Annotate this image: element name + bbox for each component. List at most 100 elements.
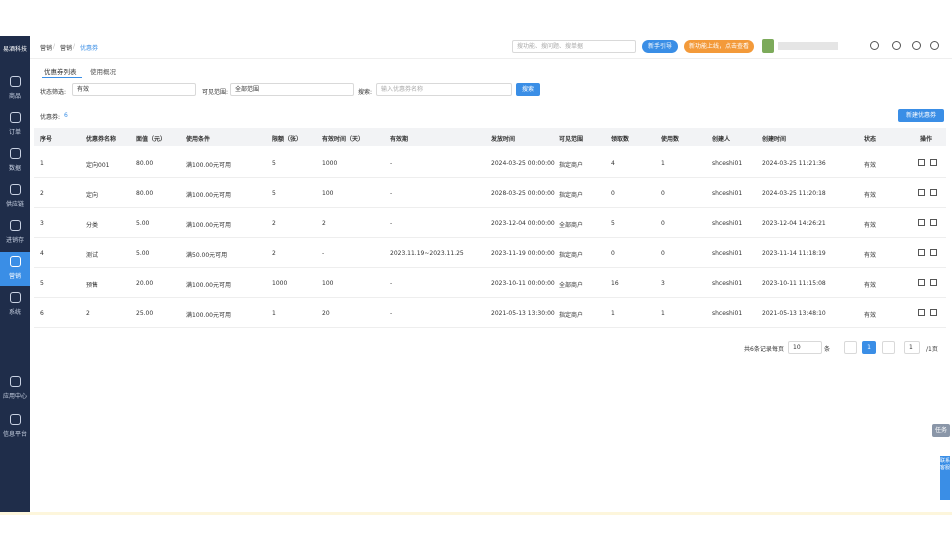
table-cell: 分类 bbox=[86, 222, 99, 229]
table-cell: - bbox=[322, 250, 325, 257]
table-cell: 2 bbox=[272, 220, 276, 227]
search-input[interactable]: 搜功能、搜问题、搜单据 bbox=[512, 40, 636, 53]
table-header: 操作 bbox=[920, 136, 933, 143]
table-cell: 指定商户 bbox=[559, 312, 584, 319]
table-row bbox=[34, 148, 946, 178]
per-page-select[interactable]: 10 bbox=[788, 341, 822, 354]
avatar bbox=[762, 39, 774, 53]
header-icon[interactable] bbox=[912, 41, 921, 50]
tab-underline bbox=[42, 77, 82, 78]
prev-button[interactable] bbox=[844, 341, 857, 354]
table-cell: 0 bbox=[611, 190, 615, 197]
table-header: 使用数 bbox=[661, 136, 680, 143]
menu-item[interactable]: 供应链 bbox=[0, 180, 30, 210]
table-header: 使用条件 bbox=[186, 136, 211, 143]
next-button[interactable] bbox=[882, 341, 895, 354]
table-cell: 100 bbox=[322, 190, 334, 197]
name-input[interactable]: 输入优惠券名称 bbox=[376, 83, 512, 96]
edit-icon[interactable] bbox=[918, 249, 925, 256]
menu-item[interactable]: 数据 bbox=[0, 144, 30, 174]
menu-item[interactable]: 信息平台 bbox=[0, 410, 30, 440]
table-cell: 2023-10-11 11:15:08 bbox=[762, 280, 826, 287]
menu-label: 供应链 bbox=[5, 201, 24, 208]
copy-icon[interactable] bbox=[930, 219, 937, 226]
copy-icon[interactable] bbox=[930, 309, 937, 316]
bottom-strip bbox=[0, 512, 952, 515]
copy-icon[interactable] bbox=[930, 189, 937, 196]
table-cell: 0 bbox=[661, 250, 665, 257]
table-header: 优惠券名称 bbox=[86, 136, 117, 143]
status-label: 状态筛选: bbox=[40, 89, 67, 96]
copy-icon[interactable] bbox=[930, 159, 937, 166]
breadcrumb-item: 营销 bbox=[60, 45, 73, 52]
header-icon[interactable] bbox=[870, 41, 879, 50]
menu-item[interactable]: 应用中心 bbox=[0, 372, 30, 402]
table-row bbox=[34, 178, 946, 208]
menu-item[interactable]: 进销存 bbox=[0, 216, 30, 246]
table-row bbox=[34, 268, 946, 298]
table-cell: 3 bbox=[40, 220, 44, 227]
copy-icon[interactable] bbox=[930, 249, 937, 256]
task-button[interactable]: 任务 bbox=[932, 424, 950, 437]
menu-item[interactable]: 系统 bbox=[0, 288, 30, 318]
table-cell: 2024-03-25 11:20:18 bbox=[762, 190, 826, 197]
search-button[interactable]: 搜索 bbox=[516, 83, 540, 96]
table-cell: 5 bbox=[272, 190, 276, 197]
goto-input[interactable]: 1 bbox=[904, 341, 920, 354]
table-cell: 80.00 bbox=[136, 160, 154, 167]
table-cell: 满100.00元可用 bbox=[186, 162, 231, 169]
status-select[interactable]: 有效 bbox=[72, 83, 196, 96]
edit-icon[interactable] bbox=[918, 189, 925, 196]
menu-item[interactable]: 订单 bbox=[0, 108, 30, 138]
menu-icon bbox=[10, 256, 21, 267]
header-icon[interactable] bbox=[892, 41, 901, 50]
search-label: 搜索: bbox=[358, 89, 373, 96]
table-cell: shceshi01 bbox=[712, 310, 743, 317]
table-cell: 5 bbox=[40, 280, 44, 287]
table-header: 领取数 bbox=[611, 136, 630, 143]
copy-icon[interactable] bbox=[930, 279, 937, 286]
table-cell: 满100.00元可用 bbox=[186, 312, 231, 319]
table-cell: 全部商户 bbox=[559, 222, 584, 229]
guide-button[interactable]: 新手引导 bbox=[642, 40, 678, 53]
table-cell: 指定商户 bbox=[559, 192, 584, 199]
breadcrumb-sep: / bbox=[73, 43, 76, 50]
edit-icon[interactable] bbox=[918, 279, 925, 286]
table-cell: 测试 bbox=[86, 252, 99, 259]
scope-select[interactable]: 全部范围 bbox=[230, 83, 354, 96]
menu-label: 进销存 bbox=[5, 237, 24, 244]
per-page-unit: 条 bbox=[824, 346, 831, 353]
menu-label: 数据 bbox=[8, 165, 21, 172]
menu-label: 商品 bbox=[8, 93, 21, 100]
table-cell: 定向 bbox=[86, 192, 99, 199]
table-cell: 2 bbox=[272, 250, 276, 257]
tab[interactable]: 使用概况 bbox=[90, 68, 116, 76]
edit-icon[interactable] bbox=[918, 309, 925, 316]
table-cell: 预售 bbox=[86, 282, 99, 289]
service-button[interactable]: 联系客服 bbox=[940, 456, 950, 500]
edit-icon[interactable] bbox=[918, 219, 925, 226]
edit-icon[interactable] bbox=[918, 159, 925, 166]
header-divider bbox=[30, 58, 952, 59]
header-icon[interactable] bbox=[930, 41, 939, 50]
table-cell: 0 bbox=[661, 220, 665, 227]
table-cell: 2021-05-13 13:30:00 bbox=[491, 310, 555, 317]
table-cell: 2 bbox=[322, 220, 326, 227]
table-cell: 2023-11-19 00:00:00 bbox=[491, 250, 555, 257]
menu-item[interactable]: 营销 bbox=[0, 252, 30, 286]
page-count: /1页 bbox=[926, 346, 938, 353]
table-cell: 1 bbox=[272, 310, 276, 317]
breadcrumb-item: 营销 bbox=[40, 45, 53, 52]
menu-item[interactable]: 商品 bbox=[0, 72, 30, 102]
table-header: 序号 bbox=[40, 136, 53, 143]
create-button[interactable]: 新建优惠券 bbox=[898, 109, 944, 122]
menu-icon bbox=[10, 184, 21, 195]
table-cell: 2028-03-25 00:00:00 bbox=[491, 190, 555, 197]
menu-icon bbox=[10, 220, 21, 231]
news-button[interactable]: 新功能上线，点击查看 bbox=[684, 40, 754, 53]
tab[interactable]: 优惠券列表 bbox=[44, 68, 77, 76]
current-page[interactable]: 1 bbox=[862, 341, 876, 354]
table-cell: 2 bbox=[40, 190, 44, 197]
menu-label: 系统 bbox=[8, 309, 21, 316]
table-header: 创建人 bbox=[712, 136, 731, 143]
